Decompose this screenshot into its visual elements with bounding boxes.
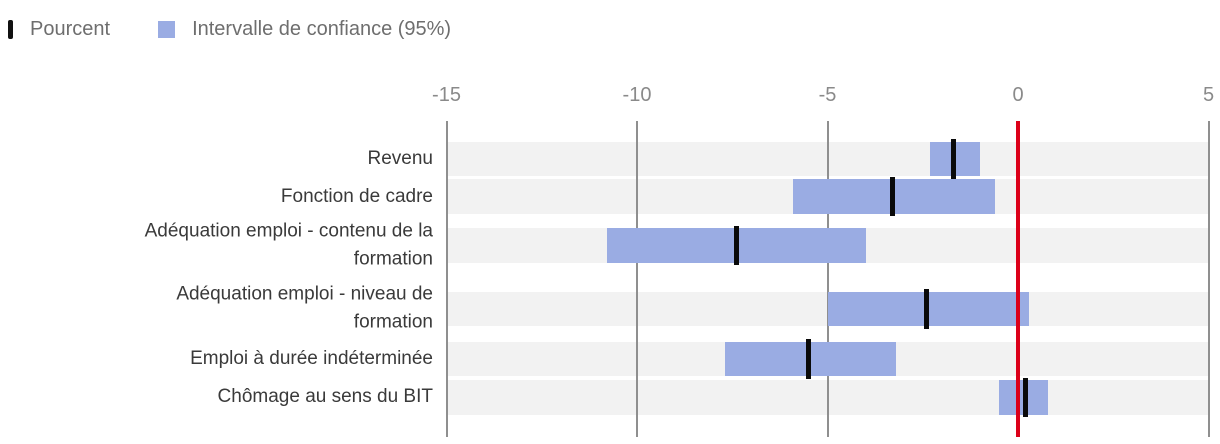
gridline (1207, 121, 1210, 437)
gridline (445, 121, 448, 437)
point-tick-icon (8, 20, 13, 39)
chart-legend: Pourcent Intervalle de confiance (95%) (8, 18, 451, 41)
point-tick (950, 139, 956, 179)
plot-area (445, 121, 1210, 437)
category-label: Emploi à durée indéterminée (190, 347, 433, 369)
legend-label-intervalle: Intervalle de confiance (95%) (192, 18, 452, 40)
category-label: Chômage au sens du BIT (217, 386, 433, 407)
category-label: Adéquation emploi - contenu de la format… (144, 220, 433, 270)
x-axis-tick-label: -5 (818, 84, 837, 106)
x-axis-tick-label: 0 (1012, 84, 1024, 106)
category-label: Adéquation emploi - niveau de formation (176, 283, 433, 333)
gridline (826, 121, 829, 437)
point-tick (889, 176, 895, 217)
x-axis-tick-label: 5 (1202, 84, 1215, 106)
x-axis-tick-label: -15 (432, 84, 461, 106)
category-label: Fonction de cadre (280, 185, 433, 207)
legend-item-intervalle: Intervalle de confiance (95%) (158, 18, 451, 41)
legend-item-pourcent: Pourcent (8, 18, 110, 41)
point-tick (924, 289, 930, 329)
legend-label-pourcent: Pourcent (30, 18, 111, 40)
zero-line (1016, 121, 1020, 437)
point-tick (733, 225, 739, 266)
gridline (636, 121, 638, 437)
point-tick (805, 339, 811, 379)
x-axis-tick-label: -10 (622, 84, 652, 106)
category-labels: Revenu Fonction de cadre Adéquation emploi… (0, 121, 433, 437)
point-tick (1023, 377, 1029, 417)
ci-square-icon (158, 21, 176, 38)
category-label: Revenu (367, 147, 434, 169)
